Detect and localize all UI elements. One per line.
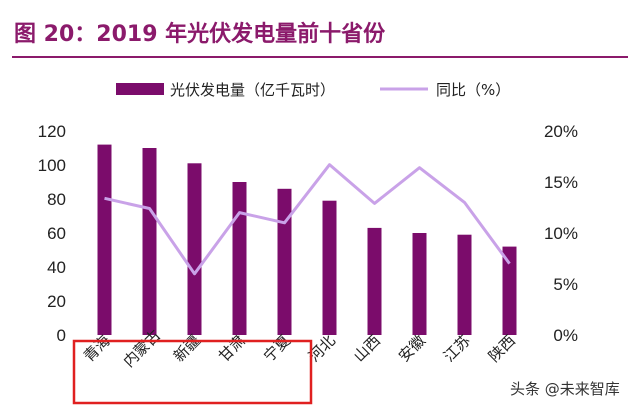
right-axis-tick-label: 20% — [544, 122, 578, 141]
bar-宁夏 — [277, 188, 292, 335]
bar-安徽 — [412, 233, 427, 335]
right-axis-tick-label: 10% — [544, 224, 578, 243]
legend-bar-swatch — [116, 83, 164, 95]
right-axis-tick-label: 0% — [553, 326, 578, 345]
bar-青海 — [97, 144, 112, 335]
category-label: 青海 — [80, 331, 114, 365]
category-label: 甘肃 — [215, 331, 249, 365]
left-axis-tick-label: 20 — [47, 292, 66, 311]
bar-series — [97, 144, 517, 335]
left-axis-tick-label: 100 — [38, 156, 66, 175]
right-axis-tick-label: 15% — [544, 173, 578, 192]
left-axis-tick-label: 60 — [47, 224, 66, 243]
left-axis: 0 20 40 60 80 100 120 — [38, 122, 66, 345]
bar-内蒙古 — [142, 148, 157, 335]
left-axis-tick-label: 120 — [38, 122, 66, 141]
category-label: 新疆 — [170, 331, 204, 365]
legend-bar-label: 光伏发电量（亿千瓦时） — [170, 81, 335, 99]
category-label: 山西 — [350, 331, 384, 365]
bar-江苏 — [457, 234, 472, 335]
bar-山西 — [367, 227, 382, 335]
right-axis: 0% 5% 10% 15% 20% — [544, 122, 578, 345]
category-label: 江苏 — [440, 331, 474, 365]
bar-陕西 — [502, 246, 517, 335]
figure-title: 图 20：2019 年光伏发电量前十省份 — [14, 22, 386, 47]
legend: 光伏发电量（亿千瓦时） 同比（%） — [116, 81, 510, 99]
left-axis-tick-label: 0 — [57, 326, 66, 345]
yoy-line — [104, 163, 511, 276]
bar-新疆 — [187, 163, 202, 335]
title-divider — [12, 56, 628, 58]
category-label: 内蒙古 — [120, 326, 165, 371]
bar-甘肃 — [232, 182, 247, 335]
highlight-box — [72, 339, 313, 405]
line-series — [104, 163, 511, 276]
right-axis-tick-label: 5% — [553, 275, 578, 294]
category-label: 安徽 — [395, 331, 429, 365]
highlight-box-group — [72, 339, 313, 405]
category-label: 宁夏 — [260, 331, 294, 365]
legend-line-label: 同比（%） — [436, 81, 510, 99]
left-axis-tick-label: 40 — [47, 258, 66, 277]
bar-河北 — [322, 200, 337, 335]
category-label: 陕西 — [485, 331, 519, 365]
left-axis-tick-label: 80 — [47, 190, 66, 209]
category-labels: 青海 内蒙古 新疆 甘肃 宁夏 河北 山西 安徽 江苏 陕西 — [80, 326, 519, 371]
watermark: 头条 @未来智库 — [510, 380, 620, 398]
